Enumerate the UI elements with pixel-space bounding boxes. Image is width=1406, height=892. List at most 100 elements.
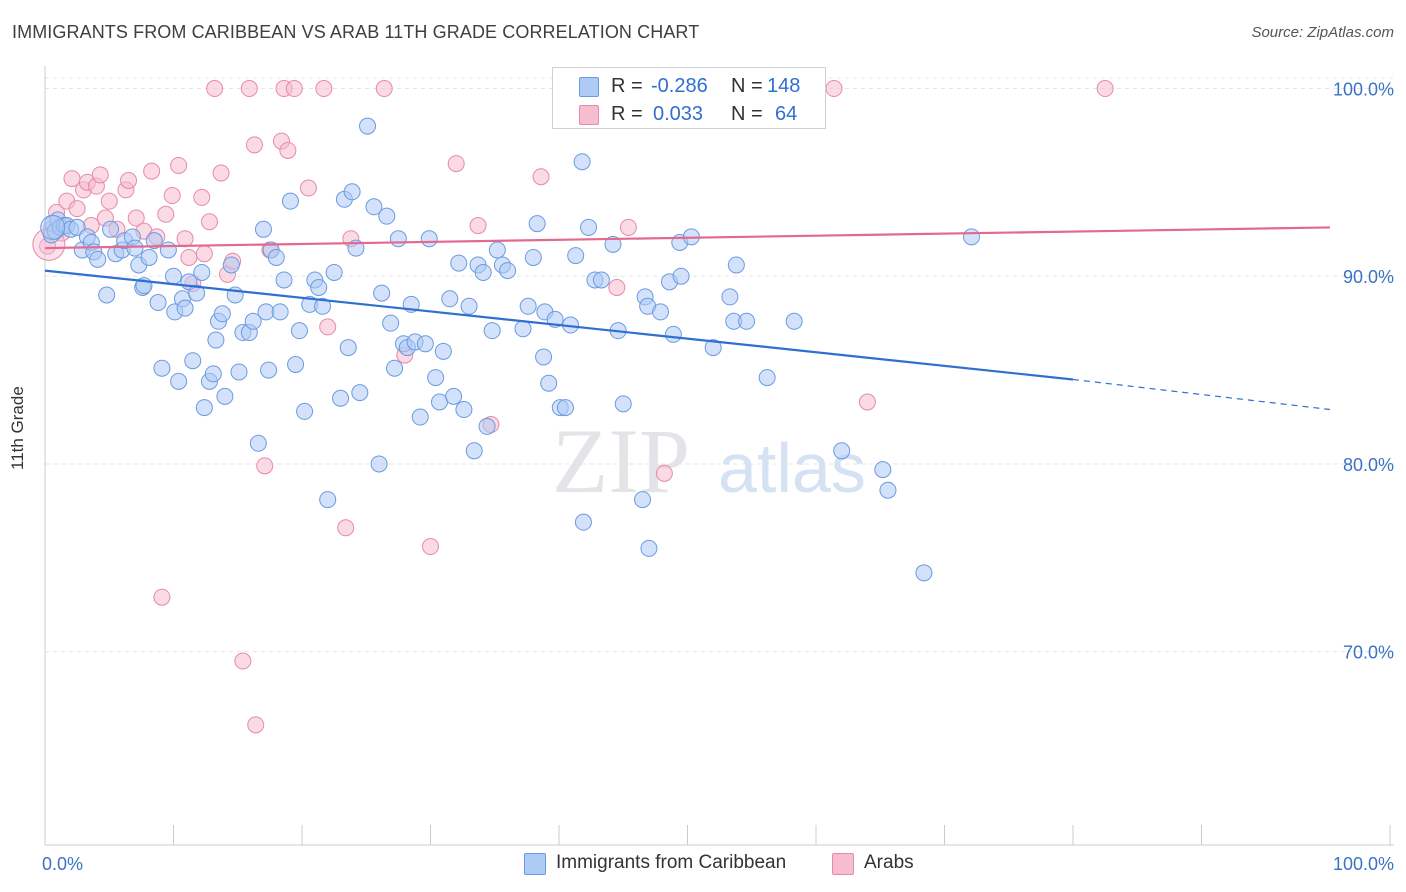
arabs-point [532, 168, 550, 186]
arabs-point [195, 245, 213, 263]
n-value: 148 [767, 75, 801, 97]
caribbean-point [343, 183, 361, 201]
arabs-point [858, 393, 876, 411]
caribbean-point [249, 434, 267, 452]
arabs-point [375, 80, 393, 98]
caribbean-point [153, 359, 171, 377]
y-tick-label: 90.0% [1343, 267, 1394, 287]
caribbean-point [260, 361, 278, 379]
caribbean-point [664, 325, 682, 343]
x-tick-label: 100.0% [1333, 854, 1394, 874]
caribbean-point [567, 247, 585, 265]
arabs-point [163, 187, 181, 205]
caribbean-point [915, 564, 933, 582]
arabs-point [200, 213, 218, 231]
arabs-point [120, 172, 138, 190]
caribbean-point [382, 314, 400, 332]
legend-label: Arabs [864, 852, 914, 873]
caribbean-point [445, 387, 463, 405]
arabs-point [100, 192, 118, 210]
caribbean-point [373, 284, 391, 302]
caribbean-point [207, 331, 225, 349]
caribbean-point [574, 513, 592, 531]
arabs-point [655, 464, 673, 482]
caribbean-point [89, 250, 107, 268]
arabs-point [68, 200, 86, 218]
caribbean-point [592, 271, 610, 289]
caribbean-point [325, 263, 343, 281]
arabs-point [469, 217, 487, 235]
arabs-point [337, 519, 355, 537]
caribbean-point [488, 241, 506, 259]
caribbean-point [573, 153, 591, 171]
caribbean-point [216, 387, 234, 405]
arabs-swatch [832, 853, 854, 875]
caribbean-point [165, 267, 182, 285]
caribbean-point [267, 248, 285, 266]
caribbean-trendline-extension [1072, 378, 1331, 411]
arabs-point [619, 218, 637, 236]
caribbean-point [184, 352, 202, 370]
legend-series: Immigrants from Caribbean Arabs [0, 852, 1406, 878]
caribbean-point [389, 230, 407, 248]
y-tick-label: 80.0% [1343, 455, 1394, 475]
gridlines [45, 77, 1394, 653]
caribbean-point [102, 220, 120, 238]
caribbean-point [290, 322, 308, 340]
caribbean-point [427, 369, 445, 387]
caribbean-point [310, 278, 328, 296]
caribbean-point [40, 214, 66, 240]
caribbean-point [434, 342, 452, 360]
r-label: R = [611, 75, 643, 97]
caribbean-point [359, 117, 377, 135]
caribbean-point [535, 348, 553, 366]
arabs-point [193, 188, 211, 206]
caribbean-point [478, 417, 496, 435]
caribbean-point [222, 256, 240, 274]
caribbean-point [281, 192, 299, 210]
caribbean-point [411, 408, 429, 426]
trendlines [44, 226, 1331, 411]
r-value: 0.033 [653, 103, 704, 125]
arabs-point [1096, 80, 1114, 98]
caribbean-point [833, 442, 851, 460]
caribbean-point [257, 303, 275, 321]
caribbean-point [195, 399, 213, 417]
watermark-atlas: atlas [718, 429, 866, 507]
caribbean-point [213, 305, 231, 323]
caribbean-point [98, 286, 116, 304]
arabs-point [299, 179, 317, 197]
caribbean-point [580, 218, 598, 236]
n-value: 64 [775, 103, 798, 125]
caribbean-point [450, 254, 468, 272]
arabs-point [285, 80, 303, 98]
caribbean-point [314, 297, 332, 315]
legend-stats: R = -0.286 N = 148 R = 0.033 N = 64 [552, 67, 826, 129]
caribbean-point [275, 271, 293, 289]
caribbean-point [126, 239, 144, 257]
y-tick-label: 70.0% [1343, 643, 1394, 663]
watermark: ZIP atlas [552, 410, 866, 512]
x-tick-label: 0.0% [42, 854, 83, 874]
caribbean-point [339, 339, 357, 357]
caribbean-point [370, 455, 388, 473]
arabs-point [256, 457, 274, 475]
caribbean-point [614, 395, 632, 413]
caribbean-point [528, 215, 546, 233]
caribbean-point [351, 384, 369, 402]
arabs-point [91, 166, 109, 184]
caribbean-point [499, 262, 517, 280]
caribbean-trendline [44, 269, 1074, 381]
arabs-point [240, 80, 258, 98]
caribbean-point [519, 297, 537, 315]
caribbean-point [455, 401, 473, 419]
arabs-point [245, 136, 263, 154]
caribbean-points [40, 117, 980, 582]
caribbean-point [271, 303, 289, 321]
caribbean-point [204, 365, 222, 383]
caribbean-point [460, 297, 478, 315]
caribbean-point [441, 290, 459, 308]
n-label: N = [731, 75, 763, 97]
caribbean-point [474, 263, 492, 281]
